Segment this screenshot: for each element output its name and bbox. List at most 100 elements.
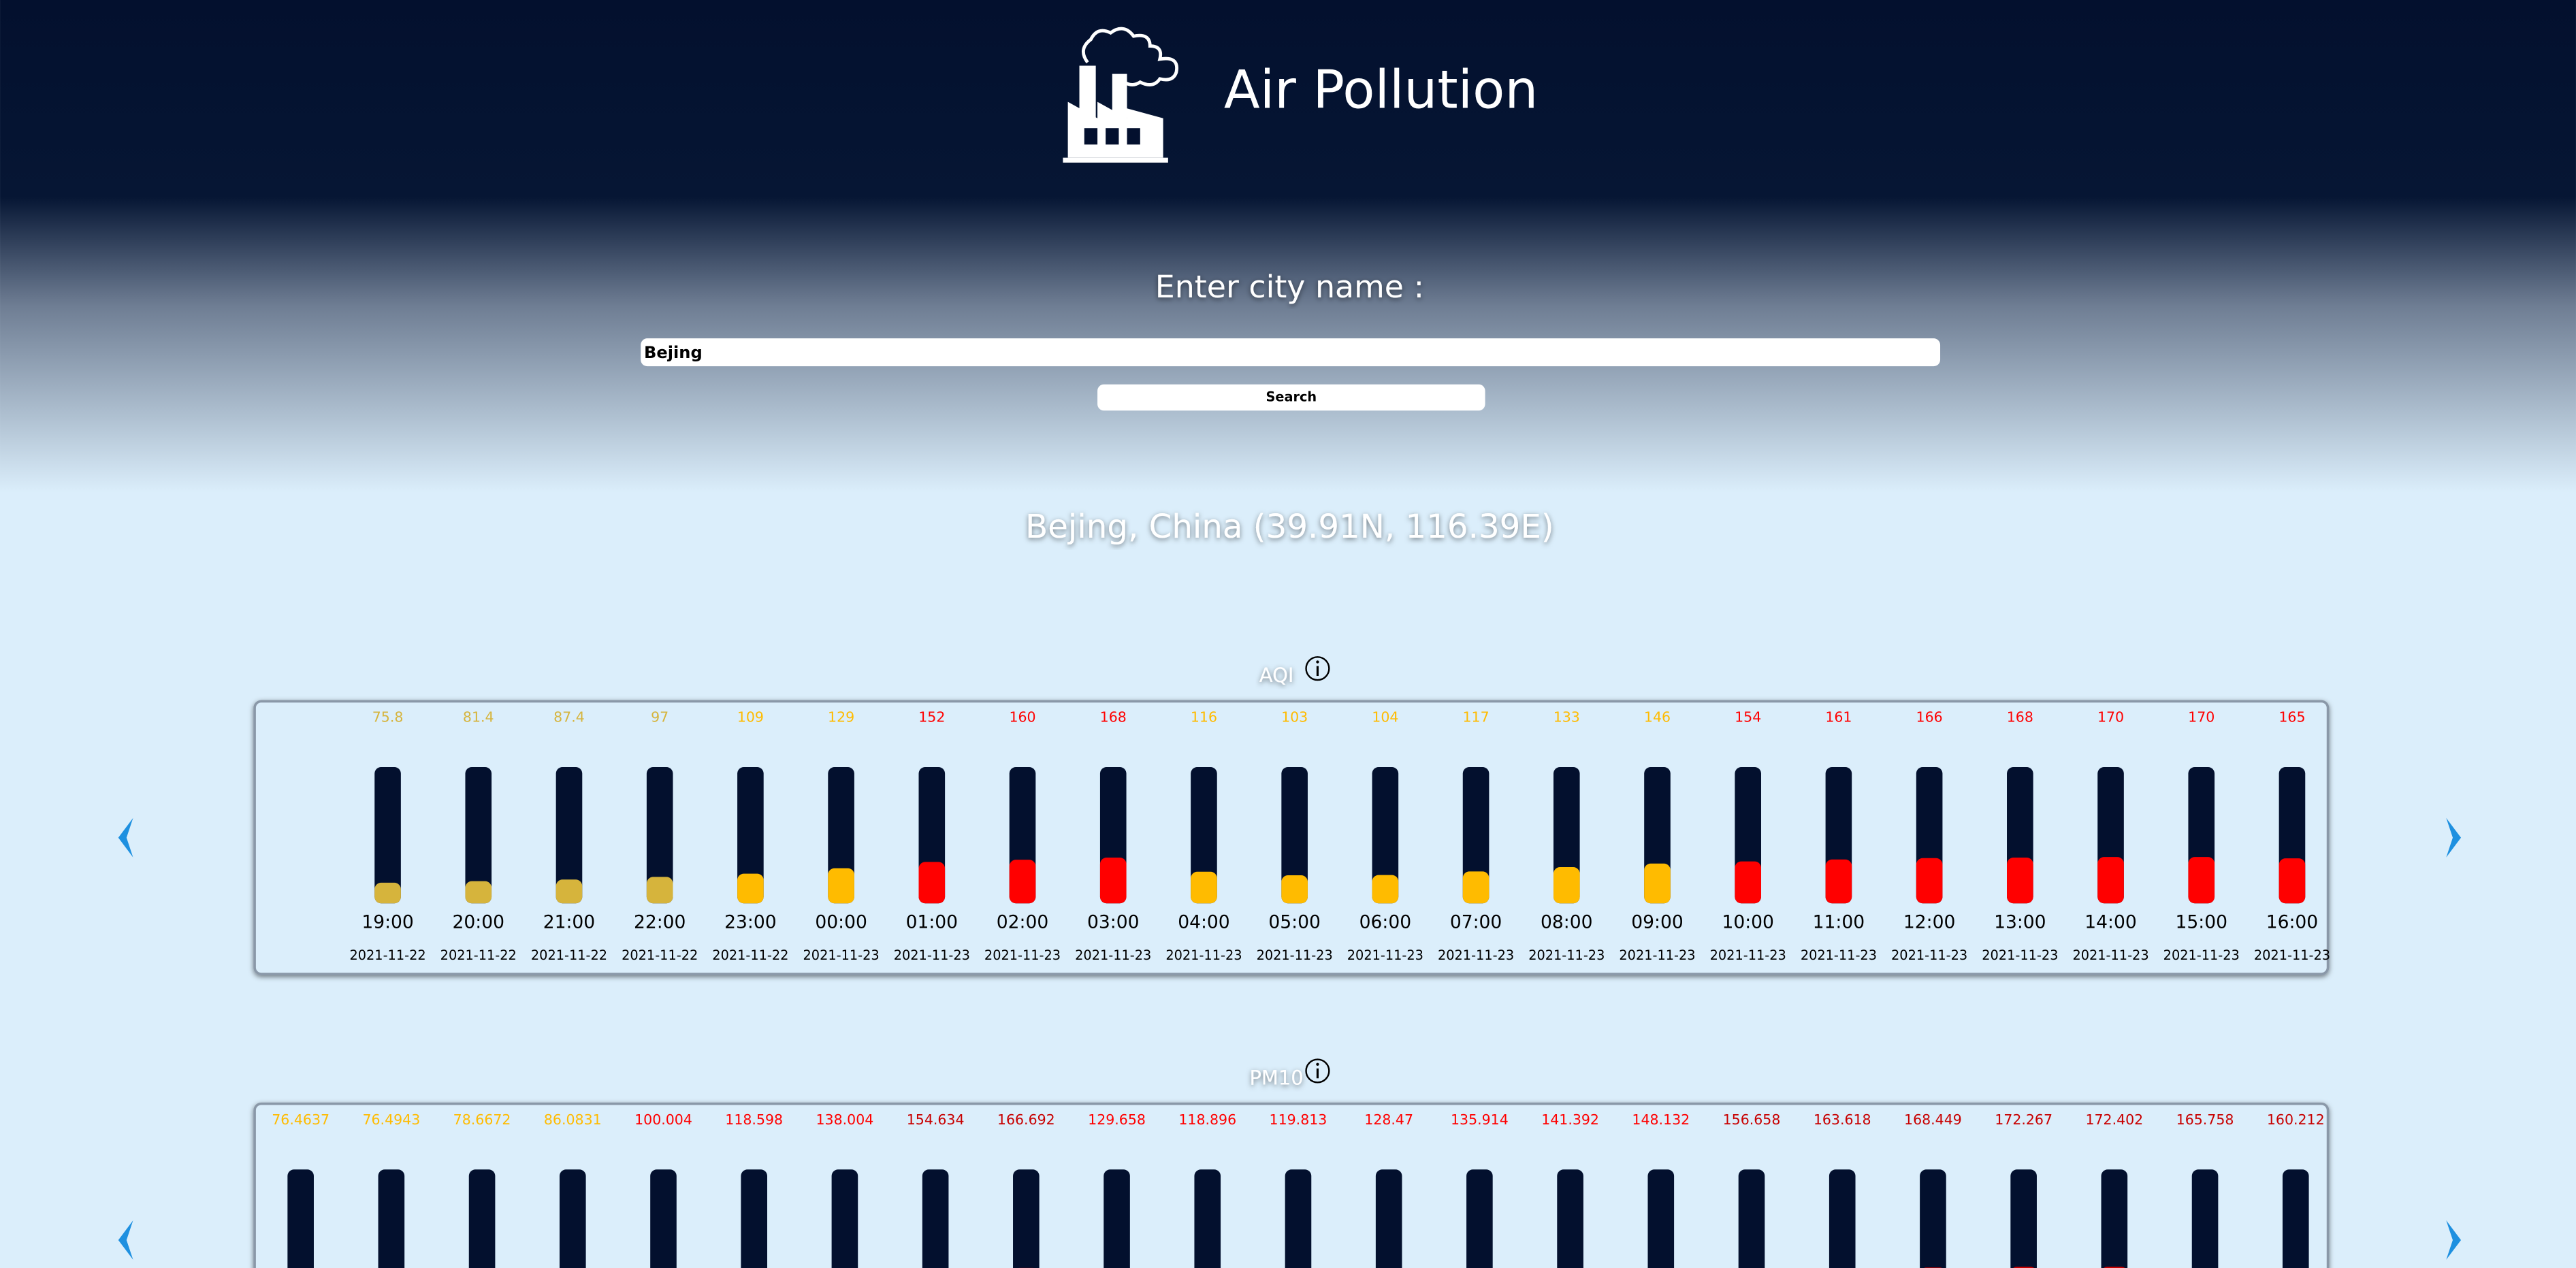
value-label: 81.4 (463, 709, 494, 726)
value-label: 118.598 (725, 1111, 783, 1128)
date-label: 2021-11-23 (2163, 947, 2240, 963)
value-label: 165 (2279, 709, 2305, 726)
date-label: 2021-11-23 (1801, 947, 1877, 963)
bar-track (1920, 1169, 1946, 1268)
bar-track (468, 1169, 496, 1268)
time-label: 08:00 (1541, 912, 1592, 933)
city-input[interactable] (641, 338, 1941, 367)
time-label: 01:00 (906, 912, 958, 933)
bar-fill (918, 862, 946, 904)
bar-fill (556, 879, 583, 904)
date-label: 2021-11-22 (531, 947, 607, 963)
time-label: 19:00 (361, 912, 413, 933)
value-label: 119.813 (1270, 1111, 1327, 1128)
bar-track (1281, 766, 1308, 904)
value-label: 97 (651, 709, 669, 726)
bar-track (831, 1169, 858, 1268)
bar-track (2101, 1169, 2128, 1268)
value-label: 168 (1100, 709, 1127, 726)
bar-fill (1916, 858, 1943, 904)
date-label: 2021-11-23 (1257, 947, 1333, 963)
value-label: 152 (918, 709, 945, 726)
bar-track (465, 766, 492, 904)
search-button[interactable] (1097, 384, 1485, 411)
bar-fill (1191, 871, 1217, 904)
value-label: 146 (1644, 709, 1671, 726)
bar-fill (1462, 871, 1490, 904)
value-label: 75.8 (372, 709, 404, 726)
search-button-label[interactable]: Search (1266, 389, 1317, 404)
value-label: 116 (1191, 709, 1217, 726)
logo (1063, 27, 1178, 163)
bar-fill (1735, 861, 1762, 904)
time-label: 22:00 (634, 912, 686, 933)
date-label: 2021-11-23 (1165, 947, 1242, 963)
bar-track (2191, 1169, 2219, 1268)
value-label: 141.392 (1541, 1111, 1599, 1128)
time-label: 12:00 (1903, 912, 1955, 933)
time-label: 20:00 (453, 912, 504, 933)
bar-track (1194, 1169, 1221, 1268)
value-label: 138.004 (816, 1111, 874, 1128)
date-label: 2021-11-23 (1710, 947, 1786, 963)
bar-track (2010, 1169, 2037, 1268)
bar-track (1829, 1169, 1856, 1268)
date-label: 2021-11-23 (803, 947, 880, 963)
bar-track (1462, 766, 1490, 904)
bar-fill (1644, 863, 1671, 904)
date-label: 2021-11-23 (2072, 947, 2148, 963)
info-icon-dot (1316, 1062, 1319, 1066)
info-icon-circle (1305, 656, 1330, 681)
bar-track (1738, 1169, 1765, 1268)
value-label: 78.6672 (453, 1111, 511, 1128)
app-title: Air Pollution (1224, 60, 1538, 121)
time-label: 10:00 (1722, 912, 1773, 933)
value-label: 129.658 (1088, 1111, 1146, 1128)
value-label: 168 (2007, 709, 2033, 726)
time-label: 05:00 (1268, 912, 1320, 933)
value-label: 166 (1916, 709, 1943, 726)
value-label: 170 (2097, 709, 2124, 726)
bar-track (2282, 1169, 2309, 1268)
prev-arrow[interactable] (118, 817, 133, 858)
time-label: 03:00 (1087, 912, 1139, 933)
bar-track (922, 1169, 949, 1268)
bar-fill (2188, 857, 2215, 904)
chart-title: AQI (1259, 664, 1294, 687)
time-label: 21:00 (543, 912, 595, 933)
value-label: 109 (737, 709, 764, 726)
bar-fill (2007, 857, 2033, 904)
value-label: 168.449 (1904, 1111, 1962, 1128)
info-icon-circle (1305, 1058, 1330, 1084)
value-label: 76.4943 (362, 1111, 420, 1128)
next-arrow[interactable] (2446, 817, 2462, 858)
value-label: 163.618 (1814, 1111, 1871, 1128)
bar-fill (1372, 875, 1399, 904)
bar-fill (1825, 859, 1852, 904)
value-label: 128.47 (1364, 1111, 1413, 1128)
date-label: 2021-11-22 (440, 947, 517, 963)
next-arrow[interactable] (2446, 1220, 2462, 1260)
value-label: 86.0831 (544, 1111, 602, 1128)
value-label: 160 (1009, 709, 1035, 726)
value-label: 166.692 (997, 1111, 1055, 1128)
value-label: 148.132 (1632, 1111, 1690, 1128)
time-label: 15:00 (2176, 912, 2227, 933)
value-label: 154 (1735, 709, 1761, 726)
value-label: 170 (2188, 709, 2215, 726)
info-icon-dot (1316, 660, 1319, 664)
bar-fill (828, 868, 854, 904)
time-label: 09:00 (1631, 912, 1683, 933)
value-label: 104 (1372, 709, 1398, 726)
time-label: 00:00 (815, 912, 867, 933)
bar-track (1285, 1169, 1312, 1268)
city-input-value[interactable]: Bejing (644, 343, 703, 362)
bar-fill (1281, 875, 1308, 904)
value-label: 161 (1825, 709, 1852, 726)
bar-track (1013, 1169, 1040, 1268)
prev-arrow[interactable] (118, 1220, 133, 1260)
bar-track (374, 766, 401, 904)
bar-track (556, 766, 583, 904)
